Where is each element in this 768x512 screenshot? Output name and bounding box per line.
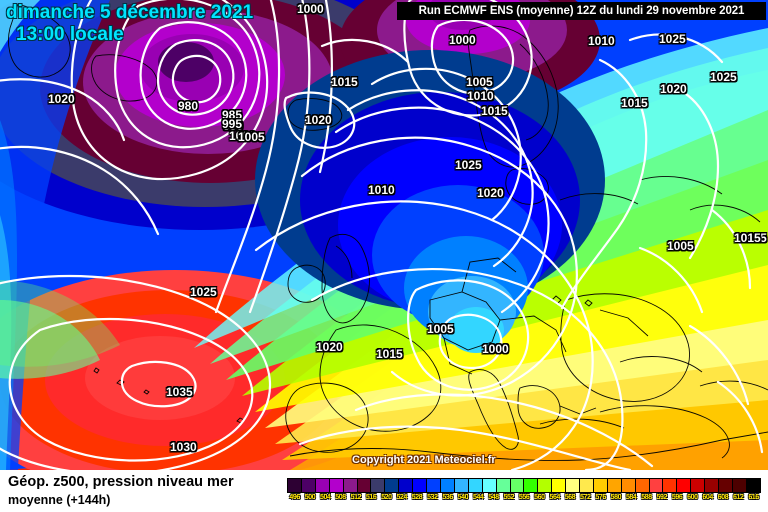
color-scale-tick: 512: [350, 494, 362, 501]
color-scale-swatch: [399, 479, 414, 492]
color-scale-swatch: [357, 479, 372, 492]
color-scale-tick: 532: [427, 494, 438, 501]
color-scale-swatch: [454, 479, 469, 492]
color-scale-tick: 600: [687, 494, 698, 501]
color-scale-tick: 604: [702, 494, 713, 501]
color-scale-tick: 592: [656, 494, 668, 501]
forecast-time: 13:00 locale: [16, 24, 124, 45]
color-scale-tick: 568: [564, 494, 576, 501]
footer-bar: Géop. z500, pression niveau mer moyenne …: [0, 470, 768, 512]
color-scale-swatches: [287, 478, 761, 493]
color-scale-tick: 516: [365, 494, 377, 501]
map-canvas: [0, 0, 768, 470]
color-scale-swatch: [566, 479, 581, 492]
color-scale-swatch: [496, 479, 511, 492]
color-scale-tick: 544: [472, 494, 484, 501]
color-scale-swatch: [663, 479, 678, 492]
model-run-bar: Run ECMWF ENS (moyenne) 12Z du lundi 29 …: [397, 2, 766, 20]
color-scale-tick: 584: [625, 494, 637, 501]
color-scale-tick: 524: [396, 494, 407, 501]
forecast-datetime: dimanche 5 décembre 2021 13:00 locale: [6, 2, 253, 46]
color-scale-swatch: [315, 479, 330, 492]
map-caption: Géop. z500, pression niveau mer moyenne …: [8, 473, 234, 509]
color-scale-swatch: [621, 479, 636, 492]
color-scale-swatch: [427, 479, 441, 492]
color-scale-swatch: [733, 479, 747, 492]
color-scale-tick: 560: [534, 494, 545, 501]
color-scale-swatch: [635, 479, 650, 492]
color-scale-labels: 496 500 504 508 512 516 520 524 528 532 536 540 544 5…: [287, 494, 761, 501]
color-scale-swatch: [691, 479, 706, 492]
color-scale-tick: 572: [580, 494, 591, 501]
color-scale-tick: 588: [641, 494, 652, 501]
color-scale-swatch: [510, 479, 525, 492]
color-scale-swatch: [593, 479, 608, 492]
color-scale-tick: 556: [518, 494, 530, 501]
color-scale-tick: 536: [442, 494, 453, 501]
isobar-contours: [0, 0, 764, 470]
color-scale-swatch: [288, 479, 302, 492]
caption-title: Géop. z500, pression niveau mer: [8, 474, 234, 490]
color-scale-tick: 608: [717, 494, 729, 501]
pressure-map[interactable]: dimanche 5 décembre 2021 13:00 locale Ru…: [0, 0, 768, 470]
coastlines: [8, 3, 768, 461]
color-scale-tick: 548: [488, 494, 499, 501]
color-scale-swatch: [719, 479, 733, 492]
color-scale-swatch: [607, 479, 622, 492]
color-scale-swatch: [482, 479, 497, 492]
color-scale-tick: 504: [320, 494, 331, 501]
color-scale-swatch: [329, 479, 344, 492]
color-scale-swatch: [538, 479, 553, 492]
color-scale-swatch: [413, 479, 428, 492]
color-scale-swatch: [371, 479, 386, 492]
color-scale-tick: 500: [304, 494, 316, 501]
color-scale-swatch: [385, 479, 400, 492]
color-scale-tick: 552: [503, 494, 515, 501]
color-scale-tick: 596: [671, 494, 683, 501]
color-scale-tick: 508: [335, 494, 346, 501]
color-scale-swatch: [705, 479, 720, 492]
color-scale-swatch: [468, 479, 483, 492]
color-scale-tick: 496: [289, 494, 300, 501]
color-scale-tick: 612: [733, 494, 744, 501]
color-scale-swatch: [649, 479, 664, 492]
color-scale-swatch: [440, 479, 455, 492]
color-scale-tick: 528: [411, 494, 423, 501]
color-scale-swatch: [343, 479, 358, 492]
color-scale-tick: 616: [748, 494, 759, 501]
color-scale-swatch: [301, 479, 316, 492]
forecast-date: dimanche 5 décembre 2021: [6, 2, 254, 23]
color-scale-tick: 580: [610, 494, 622, 501]
color-scale-swatch: [580, 479, 594, 492]
color-scale-swatch: [746, 479, 760, 492]
color-scale-tick: 520: [381, 494, 392, 501]
color-scale-tick: 540: [457, 494, 469, 501]
copyright-notice: Copyright 2021 Meteociel.fr: [352, 454, 496, 466]
color-scale-tick: 564: [549, 494, 560, 501]
color-scale-swatch: [524, 479, 539, 492]
caption-subtitle: moyenne (+144h): [8, 493, 111, 507]
color-scale-tick: 576: [595, 494, 606, 501]
color-scale: 496 500 504 508 512 516 520 524 528 532 536 540 544 5…: [287, 478, 761, 501]
color-scale-swatch: [552, 479, 567, 492]
color-scale-swatch: [677, 479, 692, 492]
